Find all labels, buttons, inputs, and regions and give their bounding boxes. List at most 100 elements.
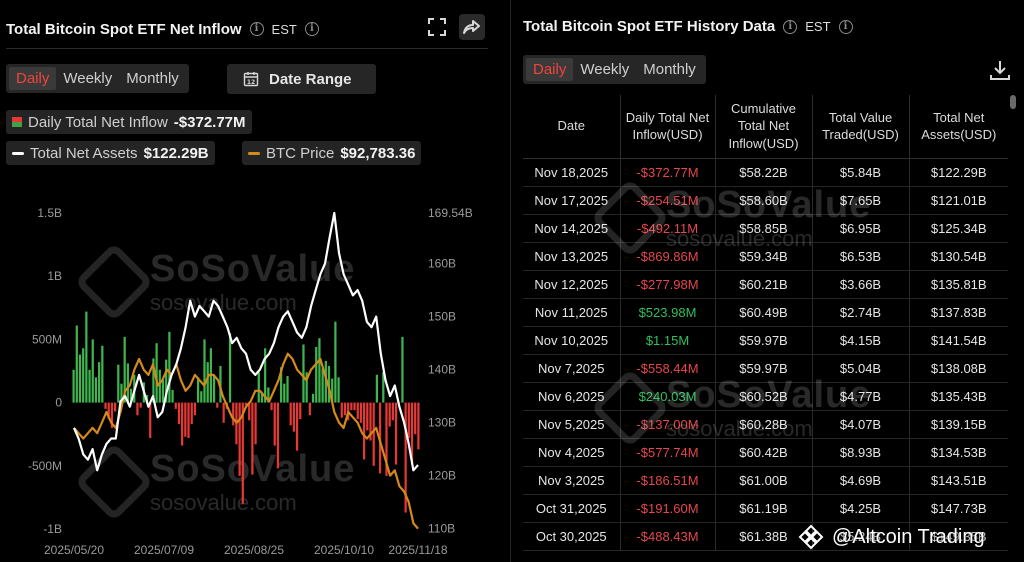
table-row[interactable]: Nov 10,2025 $1.15M $59.97B $4.15B $141.54B <box>523 326 1008 355</box>
inflow-bar <box>334 321 337 403</box>
inflow-bar <box>244 402 248 406</box>
inflow-bar <box>174 402 177 409</box>
chart-title: Total Bitcoin Spot ETF Net Inflow <box>6 20 242 38</box>
history-timezone-label: EST <box>805 19 831 34</box>
column-header-value-traded[interactable]: Total Value Traded(USD) <box>812 95 910 159</box>
cumulative-inflow-cell: $61.00B <box>715 466 813 495</box>
table-scrollbar[interactable] <box>1010 95 1016 109</box>
net-assets-stat[interactable]: Total Net Assets $122.29B <box>6 141 215 165</box>
table-row[interactable]: Oct 31,2025 -$191.60M $61.19B $4.25B $147.73… <box>523 494 1008 523</box>
inflow-bar <box>375 374 379 403</box>
inflow-bar <box>343 402 347 416</box>
cumulative-inflow-cell: $61.38B <box>715 522 813 551</box>
table-row[interactable]: Nov 17,2025 -$254.51M $58.60B $7.65B $121.01… <box>523 186 1008 215</box>
inflow-bar <box>155 343 158 403</box>
btc-price-legend-swatch <box>248 151 260 155</box>
inflow-bar <box>311 393 315 403</box>
left-axis-tick-label: -1B <box>43 522 62 536</box>
inflow-chart-panel: Total Bitcoin Spot ETF Net Inflow i EST … <box>0 0 500 562</box>
inflow-bar <box>117 364 120 403</box>
right-axis-tick-label: 130B <box>428 416 456 430</box>
inflow-bar <box>238 402 241 476</box>
cumulative-inflow-cell: $59.34B <box>715 242 813 271</box>
inflow-bar <box>123 336 126 403</box>
history-timezone-info-icon[interactable]: i <box>838 19 853 34</box>
history-info-icon[interactable]: i <box>783 19 798 34</box>
daily-inflow-cell: -$869.86M <box>620 242 716 271</box>
column-header-cumulative-inflow[interactable]: Cumulative Total Net Inflow(USD) <box>715 95 813 159</box>
download-icon[interactable] <box>988 58 1014 84</box>
history-tab-monthly[interactable]: Monthly <box>643 61 696 78</box>
date-cell: Oct 31,2025 <box>523 494 621 523</box>
net-assets-line <box>72 211 419 472</box>
date-range-label: Date Range <box>269 70 352 88</box>
inflow-bar <box>171 389 174 403</box>
inflow-bar <box>139 402 142 408</box>
btc-price-stat[interactable]: BTC Price $92,783.36 <box>242 141 422 165</box>
table-row[interactable]: Oct 30,2025 -$488.43M $61.38B $5.24B $149.35… <box>523 522 1008 551</box>
column-header-daily-inflow[interactable]: Daily Total Net Inflow(USD) <box>620 95 716 159</box>
daily-inflow-value: -$372.77M <box>173 113 246 131</box>
inflow-chart[interactable]: 1.5B 1B 500M 0 -500M -1B 169.54B 160B 150B 140B 13… <box>0 195 500 562</box>
table-row[interactable]: Nov 18,2025 -$372.77M $58.22B $5.84B $122.29… <box>523 158 1008 187</box>
column-header-date[interactable]: Date <box>523 95 621 159</box>
history-tab-weekly[interactable]: Weekly <box>580 61 630 78</box>
daily-inflow-stat: Daily Total Net Inflow -$372.77M <box>6 110 252 134</box>
table-row[interactable]: Nov 3,2025 -$186.51M $61.00B $4.69B $143.51B <box>523 466 1008 495</box>
inflow-bar <box>149 402 152 438</box>
svg-text:12: 12 <box>247 79 255 86</box>
table-row[interactable]: Nov 13,2025 -$869.86M $59.34B $6.53B $130.54… <box>523 242 1008 271</box>
inflow-bar <box>206 362 209 403</box>
date-cell: Nov 18,2025 <box>523 158 621 187</box>
date-cell: Nov 11,2025 <box>523 298 621 327</box>
inflow-bar <box>286 376 289 403</box>
history-period-tabs: Daily Weekly Monthly <box>523 55 706 84</box>
inflow-legend-swatch <box>12 117 22 127</box>
tab-daily[interactable]: Daily <box>9 67 57 90</box>
tab-monthly[interactable]: Monthly <box>126 70 179 87</box>
daily-inflow-cell: $240.03M <box>620 382 716 411</box>
table-row[interactable]: Nov 12,2025 -$277.98M $60.21B $3.66B $135.81… <box>523 270 1008 299</box>
inflow-bar <box>305 372 308 403</box>
daily-inflow-cell: -$492.11M <box>620 214 716 243</box>
value-traded-cell: $4.77B <box>812 382 910 411</box>
right-axis-tick-label: 169.54B <box>428 206 473 220</box>
column-header-net-assets[interactable]: Total Net Assets(USD) <box>909 95 1008 159</box>
cumulative-inflow-cell: $61.19B <box>715 494 813 523</box>
inflow-bar <box>267 387 270 403</box>
btc-price-label: BTC Price <box>266 144 335 162</box>
fullscreen-icon[interactable] <box>424 14 450 40</box>
value-traded-cell: $5.84B <box>812 158 910 187</box>
inflow-bar <box>299 402 302 420</box>
inflow-bar <box>222 402 225 423</box>
inflow-bar <box>264 348 267 403</box>
inflow-bar <box>78 354 82 403</box>
inflow-bar <box>324 360 327 403</box>
date-cell: Nov 3,2025 <box>523 466 621 495</box>
inflow-bar <box>248 402 251 421</box>
table-row[interactable]: Nov 5,2025 -$137.00M $60.28B $4.07B $139.15B <box>523 410 1008 439</box>
date-range-button[interactable]: 12 Date Range <box>227 64 376 94</box>
inflow-bar <box>363 402 366 460</box>
table-row[interactable]: Nov 4,2025 -$577.74M $60.42B $8.93B $134.53B <box>523 438 1008 467</box>
inflow-bar <box>98 362 101 403</box>
table-row[interactable]: Nov 14,2025 -$492.11M $58.85B $6.95B $125.34… <box>523 214 1008 243</box>
inflow-bar <box>382 372 385 403</box>
timezone-info-icon[interactable]: i <box>304 22 319 36</box>
table-row[interactable]: Nov 11,2025 $523.98M $60.49B $2.74B $137.83B <box>523 298 1008 327</box>
table-row[interactable]: Nov 7,2025 -$558.44M $59.97B $5.04B $138.08B <box>523 354 1008 383</box>
value-traded-cell: $5.04B <box>812 354 910 383</box>
history-tab-daily[interactable]: Daily <box>526 58 574 81</box>
calendar-icon: 12 <box>243 72 259 87</box>
inflow-bar <box>359 402 363 423</box>
share-icon[interactable] <box>459 14 485 40</box>
cumulative-inflow-cell: $60.21B <box>715 270 813 299</box>
inflow-bar <box>107 402 110 420</box>
cumulative-inflow-cell: $60.49B <box>715 298 813 327</box>
net-assets-cell: $147.73B <box>909 494 1008 523</box>
info-icon[interactable]: i <box>249 22 264 36</box>
table-row[interactable]: Nov 6,2025 $240.03M $60.52B $4.77B $135.43B <box>523 382 1008 411</box>
tab-weekly[interactable]: Weekly <box>63 70 113 87</box>
inflow-bar <box>321 368 324 403</box>
inflow-bar <box>283 383 286 403</box>
